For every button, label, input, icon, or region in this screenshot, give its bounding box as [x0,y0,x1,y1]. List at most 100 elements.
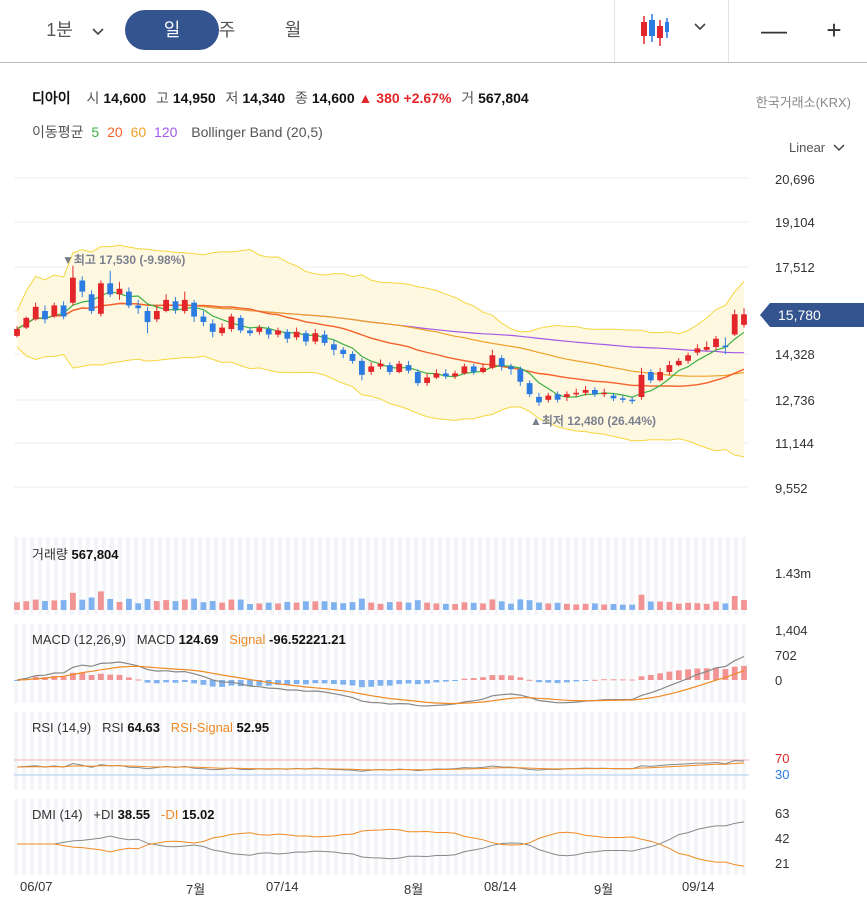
macd-pane-grid [302,624,306,703]
dmi-axis-tick: 42 [775,831,790,846]
macd-histogram-bar [237,680,244,687]
candle-body [23,317,30,328]
rsi-pane-label: RSI (14,9) RSI 64.63 RSI-Signal 52.95 [32,720,269,735]
dmi-pane-grid [302,799,306,875]
macd-pane-grid [422,624,426,703]
dmi-pane-grid [158,799,162,875]
macd-pane-grid [614,624,618,703]
chart-type-chevron-icon[interactable] [694,18,706,34]
macd-histogram-bar [303,680,309,685]
volume-bar [433,603,440,610]
volume-pane-grid [742,537,746,615]
rsi-pane-grid [710,712,714,790]
candle-body [536,396,542,403]
volume-pane-grid [302,537,306,615]
close-value: 14,600 [311,90,355,106]
macd-pane-grid [30,624,34,703]
volume-pane-grid [462,537,466,615]
volume-pane-grid [326,537,330,615]
volume-pane-grid [718,537,722,615]
dmi-pane-grid [70,799,74,875]
dmi-pane-grid [526,799,530,875]
macd-pane-grid [62,624,66,703]
rsi-pane-grid [198,712,202,790]
zoom-in-button[interactable]: + [826,15,842,45]
volume-bar [256,603,263,610]
candle-body [200,316,207,322]
macd-histogram-bar [554,680,561,684]
candlestick-chart-type-icon[interactable] [640,12,670,48]
candle-body [629,399,636,402]
rsi-pane-grid [86,712,90,790]
rsi-pane-grid [486,712,490,790]
candle-body [126,291,132,306]
volume-bar [424,602,430,610]
dmi-pane-grid [446,799,450,875]
macd-pane-grid [646,624,650,703]
macd-pane-grid [430,624,434,703]
dmi-pane-grid [566,799,570,875]
price-chart[interactable] [0,160,867,880]
volume-axis-tick: 1.43m [775,566,812,581]
dmi-pane-grid [726,799,730,875]
dmi-pane-grid [326,799,330,875]
tab-monthly[interactable]: 월 [284,20,302,40]
dmi-pane-grid [398,799,402,875]
rsi-pane-grid [214,712,218,790]
candle-body [70,277,76,303]
pdi-value: 38.55 [117,807,151,822]
volume-title: 거래량 [32,547,68,562]
macd-pane-grid [214,624,218,703]
x-axis-tick: 06/07 [20,879,53,894]
bollinger-lower-line [16,346,745,458]
volume-pane-grid [414,537,418,615]
macd-signal-label: Signal [229,632,266,647]
rsi-signal-line [16,762,745,771]
volume-pane-grid [110,537,114,615]
tab-daily[interactable]: 일 [125,10,219,50]
macd-pane-grid [734,624,738,703]
timeframe-1min-dropdown[interactable]: 1분 [30,10,120,50]
candle-body [396,363,403,372]
scale-dropdown[interactable]: Linear [789,140,845,155]
macd-pane-grid [542,624,546,703]
rsi-pane-grid [118,712,122,790]
volume-bar [107,599,114,610]
volume-pane-grid [238,537,242,615]
volume-bar [610,604,617,610]
divider [614,0,615,62]
volume-bar [163,600,169,610]
macd-pane-grid [526,624,530,703]
zoom-out-button[interactable]: — [761,15,787,45]
low-annotation: ▲최저 12,480 (26.44%) [530,414,657,428]
macd-histogram-bar [731,666,738,680]
macd-pane-grid [358,624,362,703]
macd-histogram-bar [703,668,710,680]
macd-pane-grid [630,624,634,703]
rsi-pane-grid [550,712,554,790]
macd-pane-grid [94,624,98,703]
macd-pane-grid [598,624,602,703]
volume-pane-grid [198,537,202,615]
dmi-pane-grid [206,799,210,875]
indicator-legend[interactable]: 이동평균 5 20 60 120 Bollinger Band (20,5) [32,122,327,142]
rsi-pane-grid [342,712,346,790]
rsi-pane-grid [406,712,410,790]
rsi-axis-tick-70: 70 [775,751,790,766]
candle-body [303,333,309,342]
dmi-pane-grid [134,799,138,875]
volume-pane-grid [686,537,690,615]
macd-pane-grid [174,624,178,703]
dmi-pane-grid [334,799,338,875]
candle-body [228,316,235,329]
volume-bar [517,599,524,610]
rsi-pane-grid [374,712,378,790]
dmi-pane-grid [14,799,18,875]
macd-histogram-bar [610,679,617,681]
macd-pane-grid [742,624,746,703]
volume-bar [452,604,458,610]
volume-bar [181,599,188,610]
tab-weekly[interactable]: 주 [218,20,236,40]
macd-histogram-bar [386,680,393,686]
macd-pane-grid [182,624,186,703]
